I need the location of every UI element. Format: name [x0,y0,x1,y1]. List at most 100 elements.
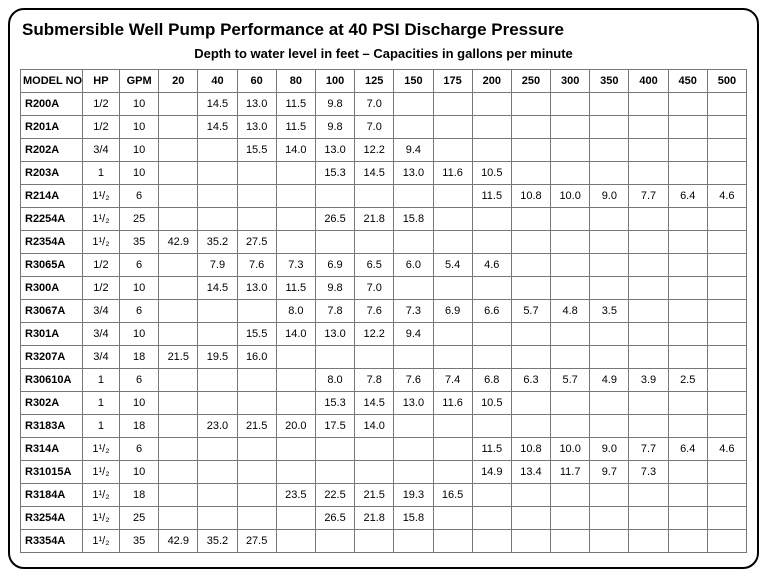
value-cell: 7.0 [355,93,394,116]
value-cell [629,507,668,530]
value-cell [707,392,746,415]
value-cell [198,208,237,231]
value-cell [237,461,276,484]
value-cell [315,185,354,208]
value-cell [237,484,276,507]
value-cell [511,323,550,346]
model-cell: R30610A [21,369,83,392]
gpm-cell: 25 [120,507,159,530]
hp-cell: 1¹/₂ [82,185,119,208]
value-cell [707,277,746,300]
value-cell [629,208,668,231]
value-cell [668,484,707,507]
value-cell: 13.0 [237,116,276,139]
value-cell [159,369,198,392]
value-cell [590,392,629,415]
value-cell: 10.0 [551,185,590,208]
value-cell: 3.5 [590,300,629,323]
value-cell: 11.5 [472,438,511,461]
value-cell [551,93,590,116]
value-cell [707,93,746,116]
value-cell [237,185,276,208]
value-cell [276,369,315,392]
value-cell [315,231,354,254]
value-cell [472,323,511,346]
col-header: 350 [590,70,629,93]
value-cell: 7.6 [355,300,394,323]
value-cell [276,346,315,369]
model-cell: R2354A [21,231,83,254]
value-cell [511,139,550,162]
value-cell [159,323,198,346]
value-cell [159,392,198,415]
value-cell [315,438,354,461]
value-cell [707,530,746,553]
value-cell [590,116,629,139]
gpm-cell: 18 [120,346,159,369]
value-cell: 26.5 [315,208,354,231]
value-cell [551,415,590,438]
hp-cell: 1¹/₂ [82,530,119,553]
value-cell [590,254,629,277]
value-cell [433,93,472,116]
value-cell: 5.7 [551,369,590,392]
value-cell: 5.7 [511,300,550,323]
value-cell [551,507,590,530]
value-cell: 6.4 [668,185,707,208]
table-row: R214A1¹/₂611.510.810.09.07.76.44.6 [21,185,747,208]
value-cell [433,507,472,530]
value-cell [629,231,668,254]
table-row: R2354A1¹/₂3542.935.227.5 [21,231,747,254]
value-cell: 12.2 [355,323,394,346]
value-cell [159,254,198,277]
value-cell [551,231,590,254]
col-header: 40 [198,70,237,93]
value-cell: 10.5 [472,162,511,185]
table-row: R202A3/41015.514.013.012.29.4 [21,139,747,162]
hp-cell: 3/4 [82,300,119,323]
hp-cell: 1 [82,162,119,185]
value-cell [433,277,472,300]
value-cell [237,369,276,392]
value-cell: 27.5 [237,530,276,553]
value-cell [394,93,433,116]
value-cell [159,185,198,208]
value-cell: 15.5 [237,323,276,346]
gpm-cell: 6 [120,254,159,277]
value-cell [159,116,198,139]
value-cell [472,277,511,300]
table-row: R301A3/41015.514.013.012.29.4 [21,323,747,346]
value-cell [394,231,433,254]
value-cell: 10.0 [551,438,590,461]
value-cell [159,208,198,231]
hp-cell: 1¹/₂ [82,507,119,530]
value-cell [551,162,590,185]
value-cell [355,185,394,208]
document-frame: Submersible Well Pump Performance at 40 … [8,8,759,569]
hp-cell: 1¹/₂ [82,461,119,484]
value-cell: 35.2 [198,231,237,254]
model-cell: R3065A [21,254,83,277]
col-header: 150 [394,70,433,93]
gpm-cell: 10 [120,277,159,300]
table-row: R3254A1¹/₂2526.521.815.8 [21,507,747,530]
value-cell [159,162,198,185]
value-cell: 7.3 [394,300,433,323]
value-cell [394,346,433,369]
value-cell [276,507,315,530]
value-cell: 10.8 [511,438,550,461]
gpm-cell: 10 [120,392,159,415]
value-cell: 11.5 [276,277,315,300]
value-cell: 14.5 [198,277,237,300]
value-cell: 9.0 [590,438,629,461]
value-cell [511,415,550,438]
col-header: GPM [120,70,159,93]
model-cell: R301A [21,323,83,346]
model-cell: R3354A [21,530,83,553]
value-cell [668,277,707,300]
value-cell: 8.0 [315,369,354,392]
value-cell: 6.8 [472,369,511,392]
value-cell [551,484,590,507]
value-cell [394,185,433,208]
value-cell [198,139,237,162]
